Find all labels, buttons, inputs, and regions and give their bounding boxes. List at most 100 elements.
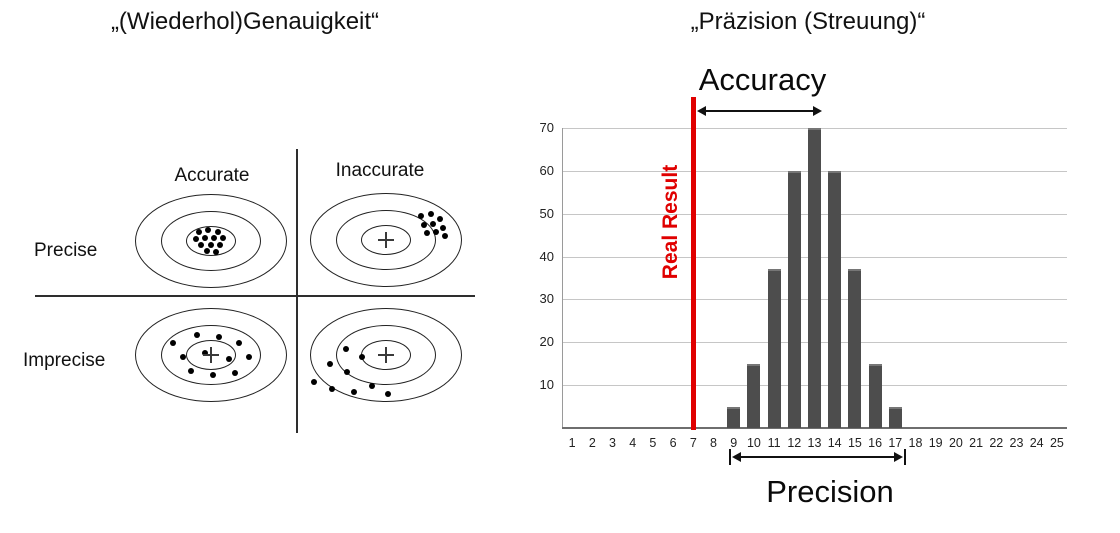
bar — [787, 170, 801, 428]
accuracy-arrow-line — [705, 110, 814, 112]
scatter-dot — [327, 361, 333, 367]
scatter-dot — [217, 242, 223, 248]
x-tick-label: 23 — [1009, 436, 1024, 450]
bar — [747, 363, 761, 428]
left-panel-title: „(Wiederhol)Genauigkeit“ — [110, 8, 380, 35]
target-ring-middle — [161, 211, 261, 271]
scatter-dot — [216, 334, 222, 340]
scatter-dot — [236, 340, 242, 346]
center-cross-icon — [385, 347, 387, 363]
x-tick-label: 1 — [568, 436, 576, 450]
precision-arrow-end-tick-right — [904, 449, 907, 465]
target-ring-outer — [310, 193, 462, 287]
scatter-dot — [246, 354, 252, 360]
x-tick-label: 25 — [1049, 436, 1064, 450]
scatter-dot — [351, 389, 357, 395]
y-axis-line — [562, 128, 563, 428]
scatter-dot — [202, 235, 208, 241]
x-tick-label: 24 — [1029, 436, 1044, 450]
target-imprecise-inaccurate — [306, 305, 466, 405]
scatter-dot — [196, 229, 202, 235]
quadrant-vertical-divider — [296, 149, 298, 433]
x-tick-label: 17 — [888, 436, 903, 450]
scatter-dot — [180, 354, 186, 360]
target-ring-middle — [336, 210, 436, 270]
scatter-dot — [226, 356, 232, 362]
scatter-dot — [208, 242, 214, 248]
scatter-dot — [421, 222, 427, 228]
x-tick-label: 9 — [730, 436, 738, 450]
x-tick-label: 7 — [689, 436, 697, 450]
x-tick-label: 10 — [746, 436, 761, 450]
bar — [808, 128, 821, 428]
scatter-dot — [220, 235, 226, 241]
target-ring-middle — [336, 325, 436, 385]
x-tick-label: 15 — [847, 436, 862, 450]
target-ring-inner — [186, 340, 236, 370]
x-tick-label: 20 — [948, 436, 963, 450]
accuracy-arrow-arrowhead-right — [812, 106, 822, 116]
scatter-dot — [215, 229, 221, 235]
x-tick-label: 8 — [710, 436, 717, 450]
precision-arrow-arrowhead-right — [894, 452, 904, 462]
x-tick-label: 3 — [609, 436, 616, 450]
scatter-dot — [433, 229, 439, 235]
target-ring-outer — [135, 308, 287, 402]
y-tick-label: 30 — [539, 291, 554, 307]
x-tick-label: 5 — [649, 436, 657, 450]
accuracy-arrow-arrowhead-left — [697, 106, 707, 116]
scatter-dot — [170, 340, 176, 346]
precision-arrow-arrowhead-left — [731, 452, 741, 462]
scatter-dot — [232, 370, 238, 376]
center-cross-icon — [210, 347, 212, 363]
row-label-imprecise: Imprecise — [23, 350, 106, 371]
target-ring-middle — [161, 325, 261, 385]
bar — [767, 269, 781, 428]
y-tick-label: 40 — [539, 248, 554, 264]
right-panel-title: „Präzision (Streuung)“ — [690, 8, 926, 35]
x-tick-label: 6 — [669, 436, 677, 450]
scatter-dot — [213, 249, 219, 255]
bar — [848, 269, 862, 428]
bar — [888, 406, 902, 428]
target-precise-accurate — [131, 191, 291, 291]
scatter-dot — [211, 235, 217, 241]
scatter-dot — [194, 332, 200, 338]
center-cross-icon — [385, 232, 387, 248]
quadrant-horizontal-divider — [35, 295, 475, 297]
scatter-dot — [193, 236, 199, 242]
x-tick-label: 18 — [908, 436, 923, 450]
col-header-accurate: Accurate — [174, 165, 250, 186]
target-ring-outer — [135, 194, 287, 288]
scatter-dot — [369, 383, 375, 389]
target-ring-outer — [310, 308, 462, 402]
scatter-dot — [359, 354, 365, 360]
precision-label: Precision — [766, 474, 894, 509]
y-tick-label: 70 — [539, 120, 554, 135]
x-tick-label: 12 — [787, 436, 802, 450]
col-header-inaccurate: Inaccurate — [335, 160, 425, 181]
target-ring-inner — [361, 225, 411, 255]
scatter-dot — [418, 213, 424, 219]
y-tick-label: 50 — [539, 205, 554, 221]
x-tick-label: 4 — [629, 436, 637, 450]
row-label-precise: Precise — [34, 240, 98, 261]
y-tick-label: 10 — [539, 377, 554, 393]
x-tick-label: 14 — [827, 436, 842, 450]
bar — [868, 363, 882, 428]
scatter-dot — [442, 233, 448, 239]
scatter-dot — [202, 350, 208, 356]
y-tick-label: 60 — [539, 162, 554, 178]
bar — [828, 170, 842, 428]
scatter-dot — [385, 391, 391, 397]
scatter-dot — [424, 230, 430, 236]
x-tick-label: 16 — [868, 436, 883, 450]
x-tick-label: 13 — [807, 436, 822, 450]
x-tick-label: 21 — [969, 436, 984, 450]
scatter-dot — [204, 248, 210, 254]
bar — [727, 406, 741, 428]
scatter-dot — [188, 368, 194, 374]
real-result-line — [690, 97, 696, 430]
scatter-dot — [344, 369, 350, 375]
